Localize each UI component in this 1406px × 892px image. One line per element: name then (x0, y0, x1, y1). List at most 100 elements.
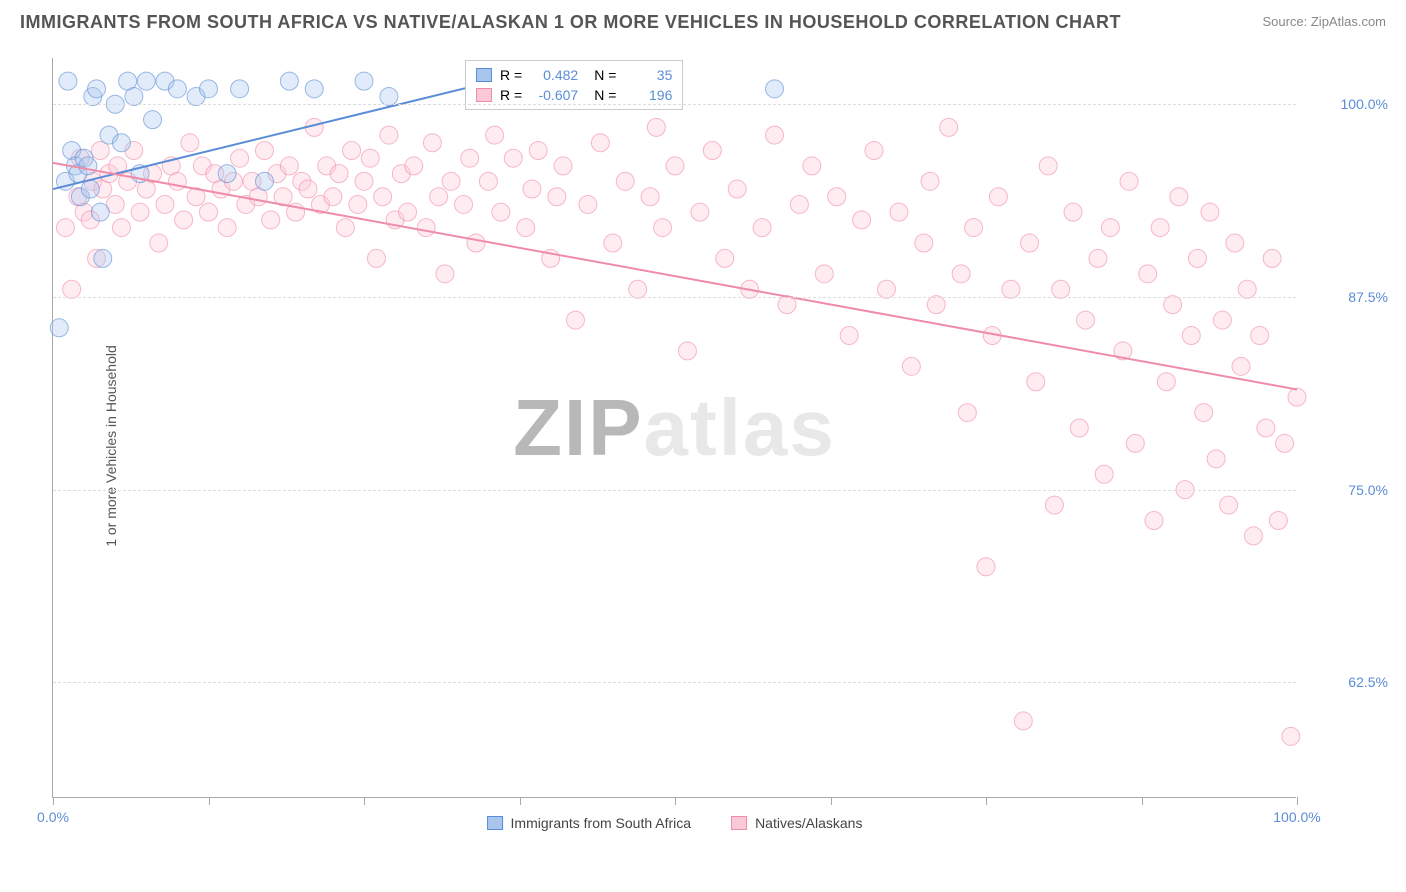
scatter-point (965, 219, 983, 237)
scatter-point (753, 219, 771, 237)
scatter-point (218, 165, 236, 183)
scatter-point (492, 203, 510, 221)
scatter-point (218, 219, 236, 237)
stats-row-series1: R = 0.482 N = 35 (476, 65, 672, 85)
scatter-point (989, 188, 1007, 206)
scatter-point (1052, 280, 1070, 298)
scatter-point (815, 265, 833, 283)
scatter-point (1151, 219, 1169, 237)
scatter-point (1232, 357, 1250, 375)
scatter-point (280, 72, 298, 90)
x-tick (831, 797, 832, 805)
scatter-point (1045, 496, 1063, 514)
scatter-point (1077, 311, 1095, 329)
scatter-point (940, 118, 958, 136)
scatter-point (200, 80, 218, 98)
scatter-point (927, 296, 945, 314)
scatter-point (156, 195, 174, 213)
scatter-point (517, 219, 535, 237)
scatter-point (56, 219, 74, 237)
scatter-point (1126, 434, 1144, 452)
scatter-point (828, 188, 846, 206)
scatter-point (355, 172, 373, 190)
scatter-point (112, 219, 130, 237)
scatter-point (1251, 327, 1269, 345)
scatter-point (703, 142, 721, 160)
scatter-point (125, 88, 143, 106)
scatter-point (59, 72, 77, 90)
trend-line (53, 163, 1297, 390)
scatter-point (616, 172, 634, 190)
source-attribution: Source: ZipAtlas.com (1262, 14, 1386, 29)
scatter-point (1021, 234, 1039, 252)
x-tick (1142, 797, 1143, 805)
scatter-point (1014, 712, 1032, 730)
y-tick-label: 75.0% (1348, 482, 1388, 498)
swatch-icon (487, 816, 503, 830)
y-tick-label: 100.0% (1341, 96, 1388, 112)
gridline (53, 490, 1296, 491)
scatter-point (436, 265, 454, 283)
scatter-point (529, 142, 547, 160)
scatter-point (1213, 311, 1231, 329)
scatter-point (262, 211, 280, 229)
scatter-point (641, 188, 659, 206)
gridline (53, 682, 1296, 683)
swatch-icon (731, 816, 747, 830)
scatter-point (1089, 249, 1107, 267)
scatter-point (175, 211, 193, 229)
scatter-point (380, 88, 398, 106)
scatter-point (380, 126, 398, 144)
scatter-point (1070, 419, 1088, 437)
chart-container: IMMIGRANTS FROM SOUTH AFRICA VS NATIVE/A… (0, 0, 1406, 892)
scatter-point (890, 203, 908, 221)
scatter-point (200, 203, 218, 221)
bottom-legend: Immigrants from South Africa Natives/Ala… (487, 815, 863, 831)
scatter-point (1276, 434, 1294, 452)
scatter-point (1195, 404, 1213, 422)
scatter-point (1288, 388, 1306, 406)
scatter-point (467, 234, 485, 252)
scatter-point (231, 149, 249, 167)
scatter-point (168, 80, 186, 98)
scatter-point (405, 157, 423, 175)
scatter-point (591, 134, 609, 152)
scatter-point (1101, 219, 1119, 237)
scatter-point (666, 157, 684, 175)
scatter-point (647, 118, 665, 136)
x-tick (520, 797, 521, 805)
scatter-point (79, 157, 97, 175)
scatter-point (343, 142, 361, 160)
scatter-point (81, 180, 99, 198)
swatch-icon (476, 88, 492, 102)
scatter-point (367, 249, 385, 267)
x-tick (1297, 797, 1298, 805)
x-tick-label: 100.0% (1273, 809, 1320, 825)
scatter-point (865, 142, 883, 160)
scatter-point (1244, 527, 1262, 545)
x-tick (986, 797, 987, 805)
scatter-point (1269, 512, 1287, 530)
scatter-point (1064, 203, 1082, 221)
scatter-point (299, 180, 317, 198)
x-tick (209, 797, 210, 805)
scatter-point (1182, 327, 1200, 345)
scatter-point (548, 188, 566, 206)
scatter-point (915, 234, 933, 252)
scatter-point (88, 80, 106, 98)
scatter-point (1027, 373, 1045, 391)
x-tick (364, 797, 365, 805)
scatter-point (423, 134, 441, 152)
scatter-point (1257, 419, 1275, 437)
scatter-point (63, 280, 81, 298)
scatter-point (137, 72, 155, 90)
scatter-point (853, 211, 871, 229)
scatter-point (766, 80, 784, 98)
scatter-point (1164, 296, 1182, 314)
scatter-point (1207, 450, 1225, 468)
scatter-chart (53, 58, 1296, 797)
x-tick-label: 0.0% (37, 809, 69, 825)
chart-title: IMMIGRANTS FROM SOUTH AFRICA VS NATIVE/A… (20, 12, 1121, 33)
scatter-point (691, 203, 709, 221)
scatter-point (803, 157, 821, 175)
